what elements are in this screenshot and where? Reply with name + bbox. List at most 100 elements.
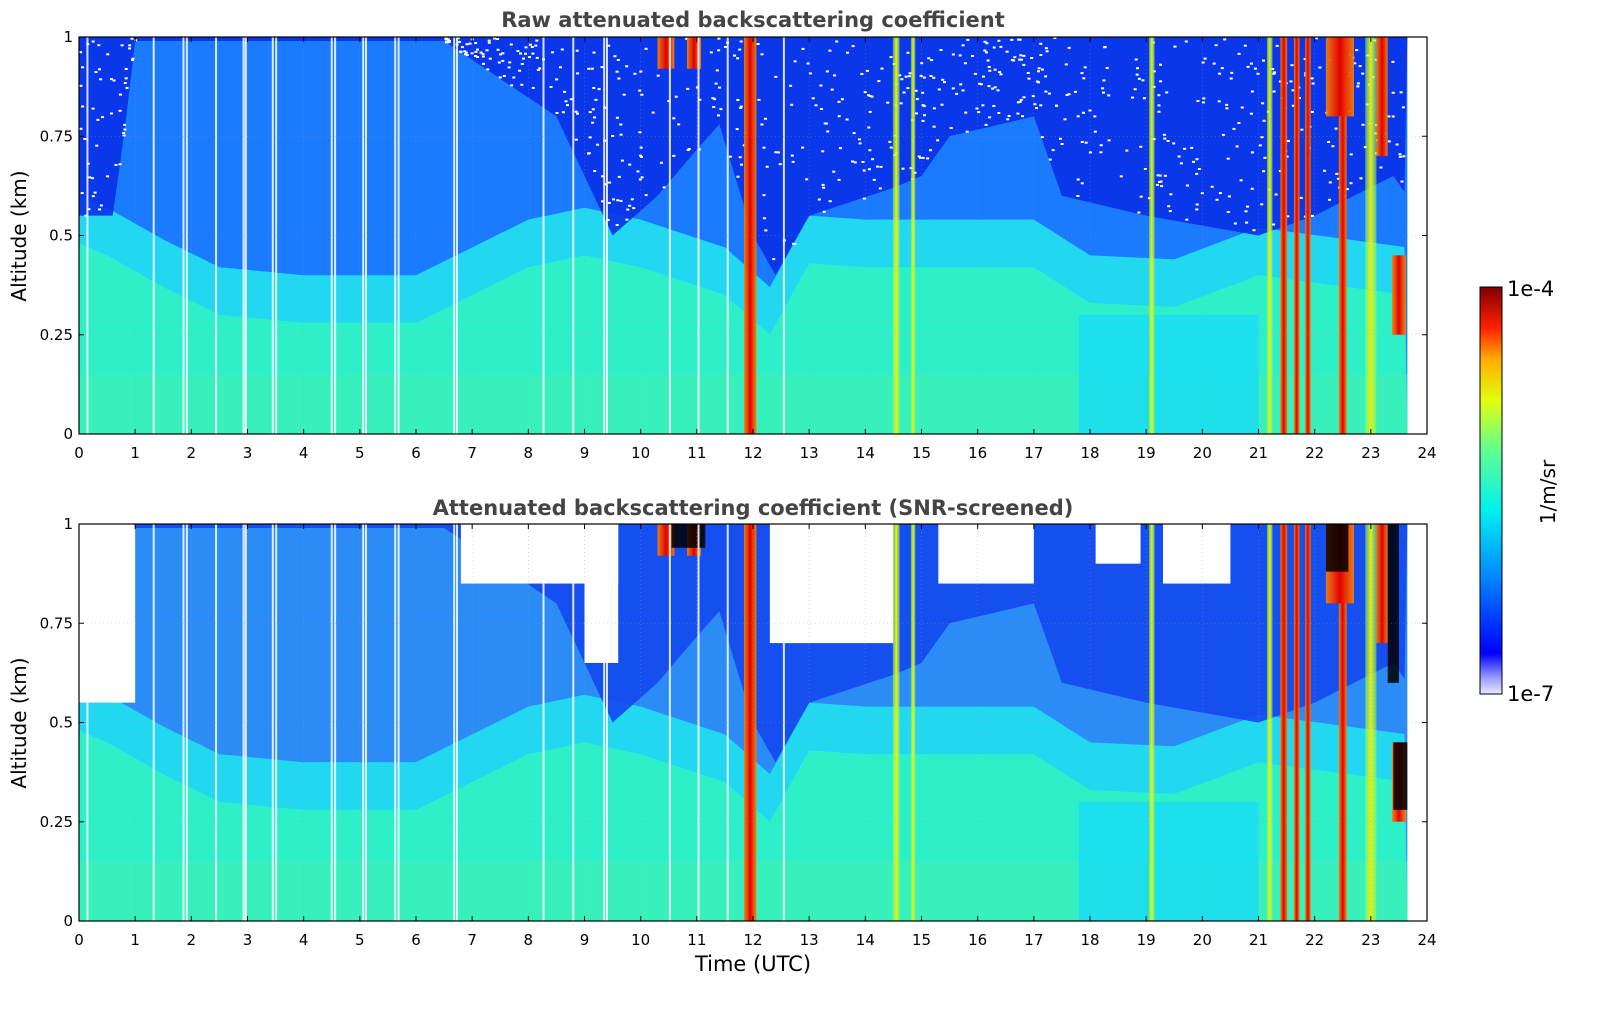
noise-speckle (923, 114, 926, 117)
noise-speckle (636, 170, 640, 173)
noise-speckle (79, 127, 83, 130)
noise-speckle (735, 128, 739, 131)
noise-speckle (736, 99, 740, 101)
noise-speckle (101, 116, 104, 119)
data-gap (697, 524, 700, 921)
noise-speckle (485, 49, 489, 52)
noise-speckle (1272, 72, 1276, 75)
noise-speckle (762, 217, 766, 220)
noise-speckle (638, 89, 642, 92)
x-tick-label: 22 (1305, 444, 1324, 462)
data-gap (244, 37, 247, 434)
noise-speckle (1027, 77, 1031, 80)
saturated-region (671, 524, 706, 548)
noise-speckle (1323, 169, 1326, 172)
noise-speckle (833, 74, 836, 77)
noise-speckle (1291, 104, 1295, 107)
data-gap (456, 524, 459, 921)
noise-speckle (608, 181, 612, 184)
cloud-layer (1266, 37, 1273, 434)
noise-speckle (922, 105, 926, 108)
noise-speckle (756, 43, 760, 45)
noise-speckle (79, 51, 83, 54)
noise-speckle (1082, 111, 1085, 114)
noise-speckle (639, 70, 643, 73)
noise-speckle (1060, 143, 1064, 145)
noise-speckle (1019, 98, 1023, 101)
noise-speckle (760, 53, 764, 56)
noise-speckle (1158, 181, 1162, 183)
noise-speckle (1159, 80, 1163, 83)
noise-speckle (79, 84, 83, 87)
noise-speckle (801, 146, 805, 149)
noise-speckle (1142, 97, 1146, 100)
noise-speckle (915, 112, 918, 115)
noise-speckle (1358, 65, 1362, 68)
noise-speckle (1391, 115, 1395, 118)
noise-speckle (1076, 195, 1080, 197)
noise-speckle (837, 178, 841, 181)
noise-speckle (826, 130, 830, 133)
noise-speckle (1016, 112, 1020, 115)
noise-speckle (94, 71, 98, 74)
noise-speckle (619, 123, 623, 126)
noise-speckle (940, 103, 944, 106)
x-tick-label: 10 (631, 931, 650, 949)
noise-speckle (868, 95, 872, 97)
noise-speckle (845, 118, 849, 121)
cloud-layer (1293, 37, 1300, 434)
noise-speckle (501, 52, 505, 55)
noise-speckle (1252, 229, 1256, 232)
colorbar-max-label: 1e-4 (1507, 277, 1554, 301)
x-tick-label: 16 (968, 444, 987, 462)
noise-speckle (468, 42, 472, 45)
noise-speckle (1177, 155, 1181, 158)
noise-speckle (1387, 115, 1391, 118)
noise-speckle (1273, 71, 1276, 74)
noise-speckle (445, 41, 449, 43)
noise-speckle (901, 167, 905, 170)
noise-speckle (524, 46, 528, 49)
noise-speckle (1067, 46, 1071, 49)
noise-speckle (917, 155, 921, 158)
y-axis-label: Altitude (km) (7, 170, 31, 301)
noise-speckle (588, 136, 592, 139)
noise-speckle (613, 55, 617, 58)
noise-speckle (672, 154, 676, 157)
noise-speckle (1037, 67, 1041, 70)
noise-speckle (1157, 110, 1161, 113)
noise-speckle (865, 69, 869, 72)
noise-speckle (606, 219, 610, 221)
noise-speckle (1235, 145, 1239, 148)
noise-region (79, 37, 1408, 276)
noise-speckle (719, 108, 723, 111)
noise-speckle (587, 67, 591, 70)
noise-speckle (1258, 144, 1262, 147)
noise-speckle (498, 76, 502, 79)
noise-speckle (1016, 101, 1020, 104)
noise-speckle (487, 39, 491, 42)
noise-speckle (774, 151, 778, 154)
noise-speckle (601, 175, 604, 178)
noise-speckle (879, 165, 883, 168)
noise-speckle (1102, 79, 1106, 82)
noise-speckle (1051, 149, 1055, 152)
noise-speckle (499, 53, 503, 56)
noise-speckle (1227, 195, 1231, 198)
saturated-region (1393, 742, 1408, 810)
noise-speckle (123, 82, 127, 84)
noise-speckle (1048, 158, 1052, 161)
noise-speckle (1021, 115, 1024, 118)
noise-speckle (507, 66, 511, 69)
noise-speckle (932, 107, 936, 110)
x-tick-label: 3 (243, 444, 253, 462)
noise-speckle (1379, 166, 1383, 169)
x-tick-label: 14 (856, 444, 875, 462)
noise-speckle (607, 44, 611, 47)
noise-speckle (846, 51, 849, 54)
noise-speckle (997, 112, 1001, 114)
noise-speckle (1260, 203, 1264, 206)
noise-speckle (1165, 91, 1169, 94)
noise-speckle (774, 75, 778, 78)
noise-speckle (98, 68, 101, 71)
